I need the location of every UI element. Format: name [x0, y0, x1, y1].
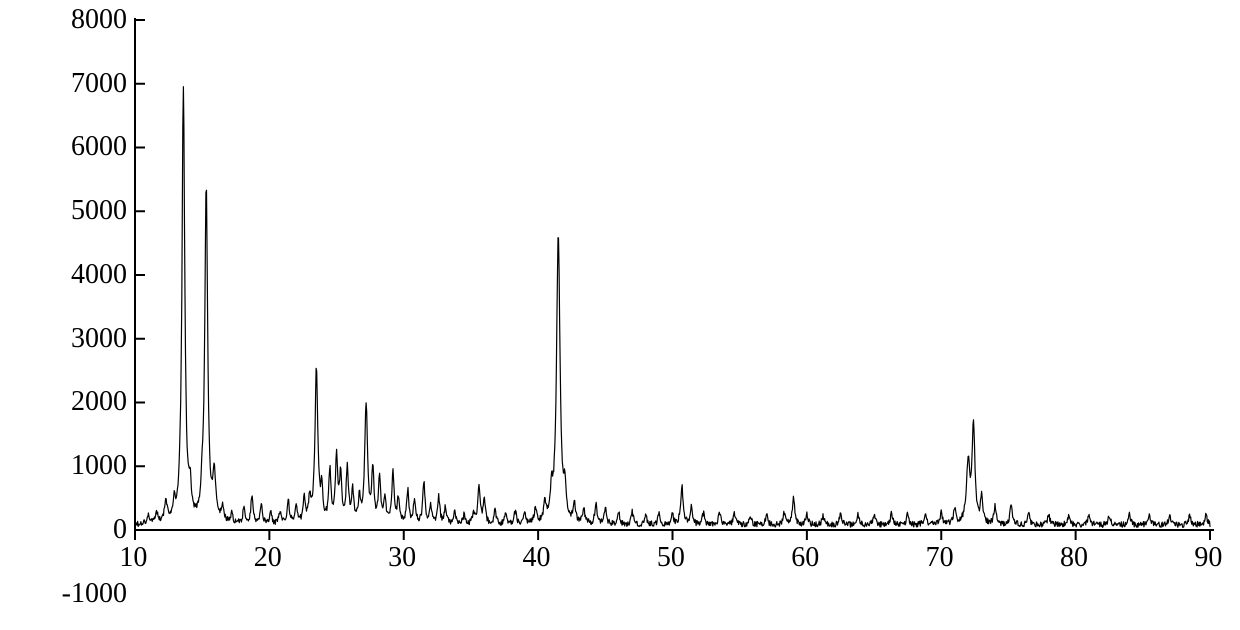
x-tick-label: 50 — [657, 542, 685, 574]
x-tick-label: 30 — [388, 542, 416, 574]
spectrum-chart: -1000 0 1000 2000 3000 4000 5000 6000 7000 8000 10… — [0, 0, 1240, 630]
chart-svg — [0, 0, 1240, 630]
x-tick-label: 20 — [254, 542, 282, 574]
x-tick-label: 90 — [1194, 542, 1222, 574]
y-tick-label: 8000 — [71, 4, 127, 36]
x-tick-label: 80 — [1060, 542, 1088, 574]
y-tick-label: 5000 — [71, 195, 127, 227]
y-tick-label: -1000 — [62, 578, 127, 610]
x-tick-label: 70 — [926, 542, 954, 574]
y-tick-label: 7000 — [71, 68, 127, 100]
y-tick-label: 2000 — [71, 386, 127, 418]
x-tick-label: 40 — [522, 542, 550, 574]
y-tick-label: 4000 — [71, 259, 127, 291]
y-tick-label: 3000 — [71, 323, 127, 355]
y-tick-label: 0 — [113, 514, 127, 546]
x-tick-label: 60 — [791, 542, 819, 574]
x-tick-label: 10 — [119, 542, 147, 574]
y-tick-label: 1000 — [71, 450, 127, 482]
y-tick-label: 6000 — [71, 131, 127, 163]
